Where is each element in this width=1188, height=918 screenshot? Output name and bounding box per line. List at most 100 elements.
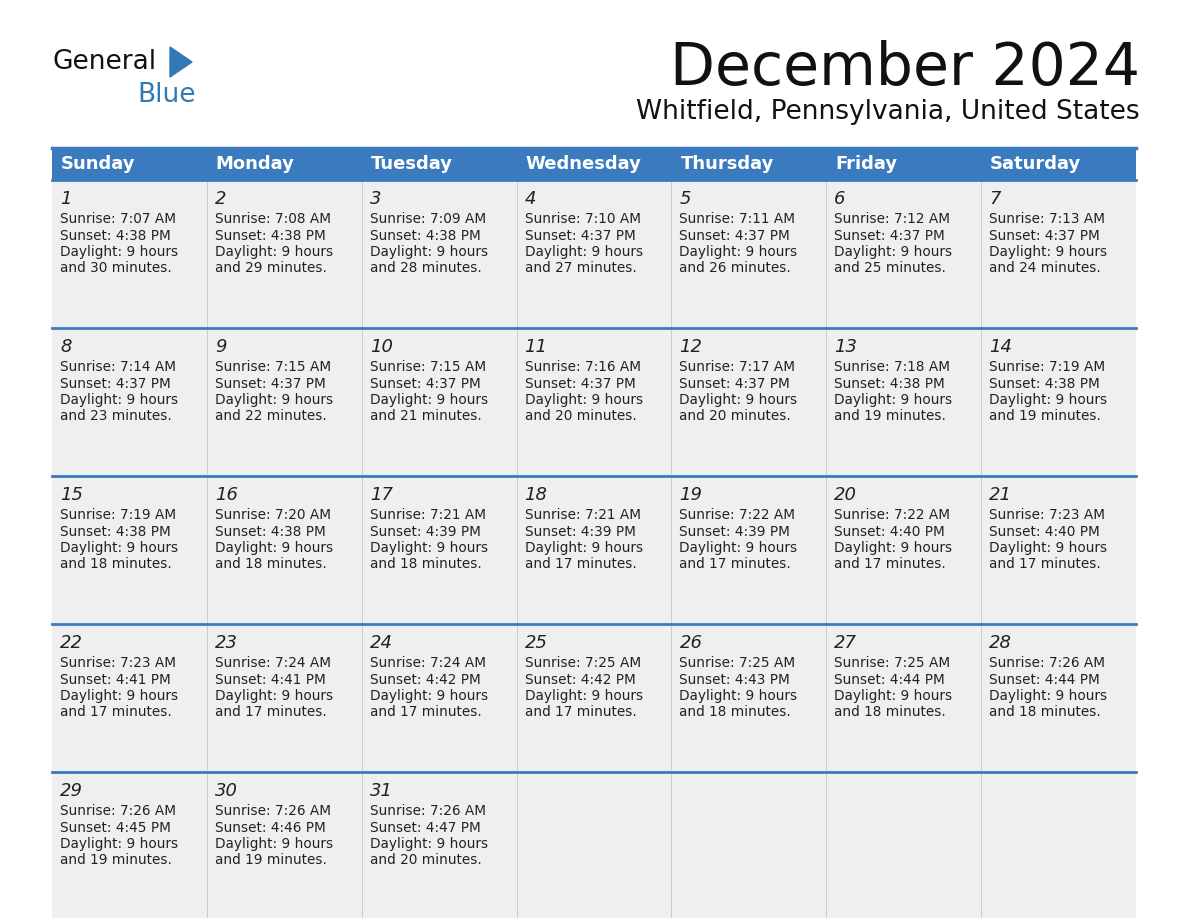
Bar [207,476,361,624]
Text: Sunrise: 7:21 AM: Sunrise: 7:21 AM [369,508,486,522]
Text: Sunrise: 7:11 AM: Sunrise: 7:11 AM [680,212,796,226]
Text: 27: 27 [834,634,858,652]
Text: Daylight: 9 hours: Daylight: 9 hours [61,393,178,407]
Text: and 17 minutes.: and 17 minutes. [61,706,172,720]
Text: Daylight: 9 hours: Daylight: 9 hours [525,541,643,555]
Text: Sunset: 4:41 PM: Sunset: 4:41 PM [215,673,326,687]
Bar [827,624,981,772]
Text: Daylight: 9 hours: Daylight: 9 hours [680,393,797,407]
Text: and 18 minutes.: and 18 minutes. [215,557,327,572]
Bar [981,328,1136,476]
Bar [361,476,517,624]
Text: Sunset: 4:38 PM: Sunset: 4:38 PM [61,229,171,242]
Text: Sunrise: 7:23 AM: Sunrise: 7:23 AM [61,656,176,670]
Bar [52,476,207,624]
Text: Sunset: 4:38 PM: Sunset: 4:38 PM [369,229,480,242]
Text: Daylight: 9 hours: Daylight: 9 hours [525,393,643,407]
Text: and 19 minutes.: and 19 minutes. [61,854,172,868]
Text: and 28 minutes.: and 28 minutes. [369,262,481,275]
Text: Daylight: 9 hours: Daylight: 9 hours [990,245,1107,259]
Text: 10: 10 [369,338,393,356]
Text: 19: 19 [680,486,702,504]
Text: Daylight: 9 hours: Daylight: 9 hours [61,541,178,555]
Bar [207,328,361,476]
Text: Daylight: 9 hours: Daylight: 9 hours [834,689,953,703]
Text: 24: 24 [369,634,393,652]
Text: Sunrise: 7:24 AM: Sunrise: 7:24 AM [369,656,486,670]
Text: 18: 18 [525,486,548,504]
Text: and 19 minutes.: and 19 minutes. [215,854,327,868]
Text: 16: 16 [215,486,238,504]
Text: Sunset: 4:46 PM: Sunset: 4:46 PM [215,821,326,834]
Text: Sunset: 4:40 PM: Sunset: 4:40 PM [834,524,944,539]
Bar [981,772,1136,918]
Text: Daylight: 9 hours: Daylight: 9 hours [61,837,178,851]
Text: 9: 9 [215,338,227,356]
Text: and 17 minutes.: and 17 minutes. [215,706,327,720]
Text: Blue: Blue [137,82,196,108]
Text: Daylight: 9 hours: Daylight: 9 hours [215,689,333,703]
Text: Sunrise: 7:16 AM: Sunrise: 7:16 AM [525,360,640,374]
Text: Daylight: 9 hours: Daylight: 9 hours [680,541,797,555]
Text: Wednesday: Wednesday [525,155,642,173]
Text: Sunset: 4:45 PM: Sunset: 4:45 PM [61,821,171,834]
Text: Sunset: 4:39 PM: Sunset: 4:39 PM [525,524,636,539]
Text: Sunset: 4:37 PM: Sunset: 4:37 PM [525,376,636,390]
Text: Sunset: 4:38 PM: Sunset: 4:38 PM [990,376,1100,390]
Text: Sunrise: 7:19 AM: Sunrise: 7:19 AM [61,508,176,522]
Bar [981,180,1136,328]
Text: Sunset: 4:37 PM: Sunset: 4:37 PM [215,376,326,390]
Bar [361,328,517,476]
Text: Daylight: 9 hours: Daylight: 9 hours [61,245,178,259]
Text: Sunrise: 7:18 AM: Sunrise: 7:18 AM [834,360,950,374]
Bar [517,180,671,328]
Bar [671,624,827,772]
Bar [52,328,207,476]
Text: Sunset: 4:44 PM: Sunset: 4:44 PM [834,673,944,687]
Text: and 18 minutes.: and 18 minutes. [369,557,481,572]
Text: Sunrise: 7:25 AM: Sunrise: 7:25 AM [680,656,796,670]
Text: Daylight: 9 hours: Daylight: 9 hours [525,689,643,703]
Text: 14: 14 [990,338,1012,356]
Bar [517,772,671,918]
Text: Daylight: 9 hours: Daylight: 9 hours [680,689,797,703]
Text: 29: 29 [61,782,83,800]
Bar [827,772,981,918]
Bar [517,148,671,180]
Bar [361,772,517,918]
Bar [671,148,827,180]
Text: Whitfield, Pennsylvania, United States: Whitfield, Pennsylvania, United States [637,99,1140,125]
Bar [827,328,981,476]
Text: Sunset: 4:41 PM: Sunset: 4:41 PM [61,673,171,687]
Text: and 18 minutes.: and 18 minutes. [834,706,946,720]
Text: and 20 minutes.: and 20 minutes. [525,409,637,423]
Text: Monday: Monday [216,155,295,173]
Bar [207,624,361,772]
Text: and 24 minutes.: and 24 minutes. [990,262,1101,275]
Text: Sunset: 4:43 PM: Sunset: 4:43 PM [680,673,790,687]
Bar [827,180,981,328]
Text: Sunrise: 7:21 AM: Sunrise: 7:21 AM [525,508,640,522]
Text: Sunrise: 7:07 AM: Sunrise: 7:07 AM [61,212,176,226]
Text: 11: 11 [525,338,548,356]
Text: 26: 26 [680,634,702,652]
Text: Sunset: 4:37 PM: Sunset: 4:37 PM [834,229,944,242]
Text: Sunrise: 7:26 AM: Sunrise: 7:26 AM [61,804,176,818]
Text: December 2024: December 2024 [670,39,1140,96]
Text: Daylight: 9 hours: Daylight: 9 hours [525,245,643,259]
Text: and 26 minutes.: and 26 minutes. [680,262,791,275]
Text: Thursday: Thursday [681,155,773,173]
Text: Sunrise: 7:19 AM: Sunrise: 7:19 AM [990,360,1105,374]
Text: Sunrise: 7:20 AM: Sunrise: 7:20 AM [215,508,330,522]
Text: and 25 minutes.: and 25 minutes. [834,262,946,275]
Text: 31: 31 [369,782,393,800]
Text: Sunday: Sunday [61,155,135,173]
Text: Sunrise: 7:17 AM: Sunrise: 7:17 AM [680,360,796,374]
Text: Sunset: 4:38 PM: Sunset: 4:38 PM [61,524,171,539]
Text: and 17 minutes.: and 17 minutes. [525,557,637,572]
Text: and 17 minutes.: and 17 minutes. [369,706,481,720]
Text: Daylight: 9 hours: Daylight: 9 hours [61,689,178,703]
Bar [361,148,517,180]
Text: and 22 minutes.: and 22 minutes. [215,409,327,423]
Text: Sunset: 4:39 PM: Sunset: 4:39 PM [369,524,481,539]
